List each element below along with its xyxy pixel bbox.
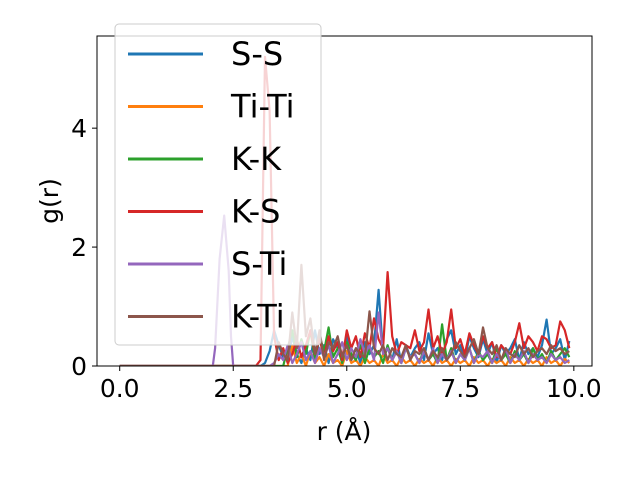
legend-label-k-ti: K-Ti <box>231 298 285 336</box>
x-tick-label: 10.0 <box>546 374 602 403</box>
legend: S-S Ti-Ti K-K K-S S-Ti K-Ti <box>114 23 322 346</box>
y-tick-label: 2 <box>71 233 87 262</box>
legend-label-s-ti: S-Ti <box>231 245 287 283</box>
y-axis-ticks: 0 2 4 <box>71 114 97 381</box>
axes-frame <box>96 35 593 367</box>
x-axis-ticks: 0.0 2.5 5.0 7.5 10.0 <box>100 366 602 403</box>
legend-box <box>114 23 322 346</box>
y-tick-label: 4 <box>71 114 87 143</box>
x-tick-label: 2.5 <box>213 374 253 403</box>
x-tick-label: 7.5 <box>440 374 480 403</box>
x-axis-label: r (Å) <box>317 417 372 446</box>
legend-label-s-s: S-S <box>231 35 283 73</box>
x-tick-label: 5.0 <box>327 374 367 403</box>
series-line-k-s <box>119 55 571 366</box>
legend-label-k-k: K-K <box>231 140 282 178</box>
y-axis-label: g(r) <box>35 178 64 224</box>
legend-label-k-s: K-S <box>231 193 280 231</box>
legend-label-ti-ti: Ti-Ti <box>230 88 295 126</box>
y-tick-label: 0 <box>71 352 87 381</box>
x-tick-label: 0.0 <box>100 374 140 403</box>
